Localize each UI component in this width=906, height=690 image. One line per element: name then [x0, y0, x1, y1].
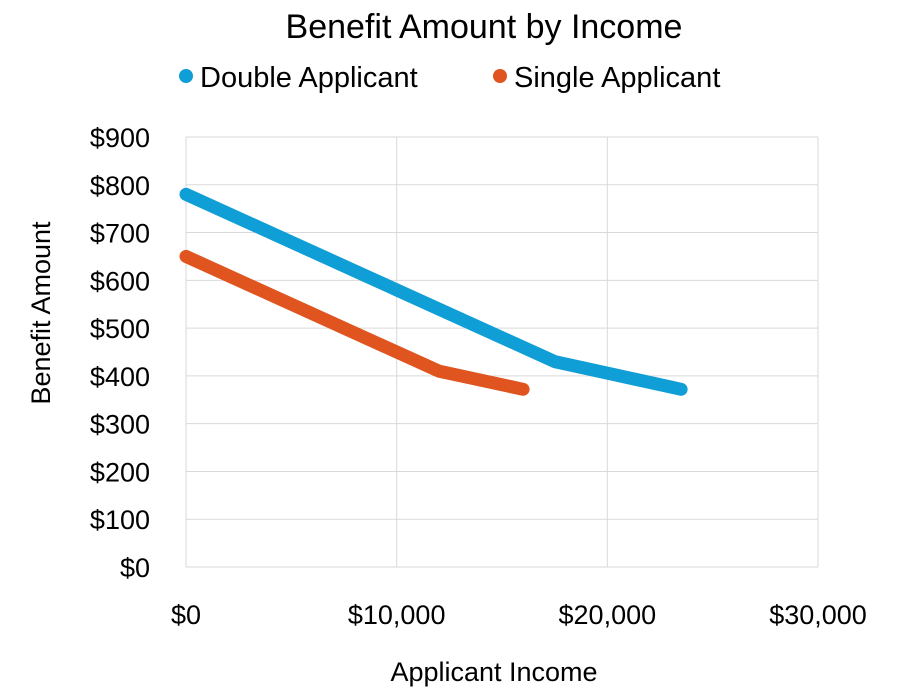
series-line-single-applicant [179, 249, 530, 396]
x-tick-label: $30,000 [769, 600, 867, 630]
y-tick-label: $300 [90, 410, 150, 440]
y-tick-label: $700 [90, 219, 150, 249]
y-tick-label: $400 [90, 362, 150, 392]
legend-marker-single-applicant [493, 69, 507, 83]
legend-label-double-applicant: Double Applicant [200, 62, 418, 94]
y-tick-label: $600 [90, 266, 150, 296]
series-lines [179, 187, 688, 396]
legend-marker-double-applicant [179, 69, 193, 83]
x-tick-label: $10,000 [348, 600, 446, 630]
gridlines [185, 136, 819, 568]
legend-label-single-applicant: Single Applicant [514, 62, 720, 94]
legend: Double Applicant Single Applicant [179, 62, 720, 94]
y-tick-label: $800 [90, 171, 150, 201]
y-tick-label: $100 [90, 505, 150, 535]
y-axis-label: Benefit Amount [26, 221, 56, 405]
y-tick-label: $900 [90, 123, 150, 153]
y-tick-label: $0 [120, 553, 150, 583]
y-axis-ticks: $0 $100 $200 $300 $400 $500 $600 $700 $800 $900 [90, 123, 150, 583]
chart-title: Benefit Amount by Income [286, 8, 683, 46]
y-tick-label: $200 [90, 457, 150, 487]
x-axis-ticks: $0 $10,000 $20,000 $30,000 [171, 600, 867, 630]
x-axis-label: Applicant Income [390, 657, 597, 687]
x-tick-label: $0 [171, 600, 201, 630]
y-tick-label: $500 [90, 314, 150, 344]
x-tick-label: $20,000 [559, 600, 657, 630]
series-line-double-applicant [179, 187, 688, 396]
